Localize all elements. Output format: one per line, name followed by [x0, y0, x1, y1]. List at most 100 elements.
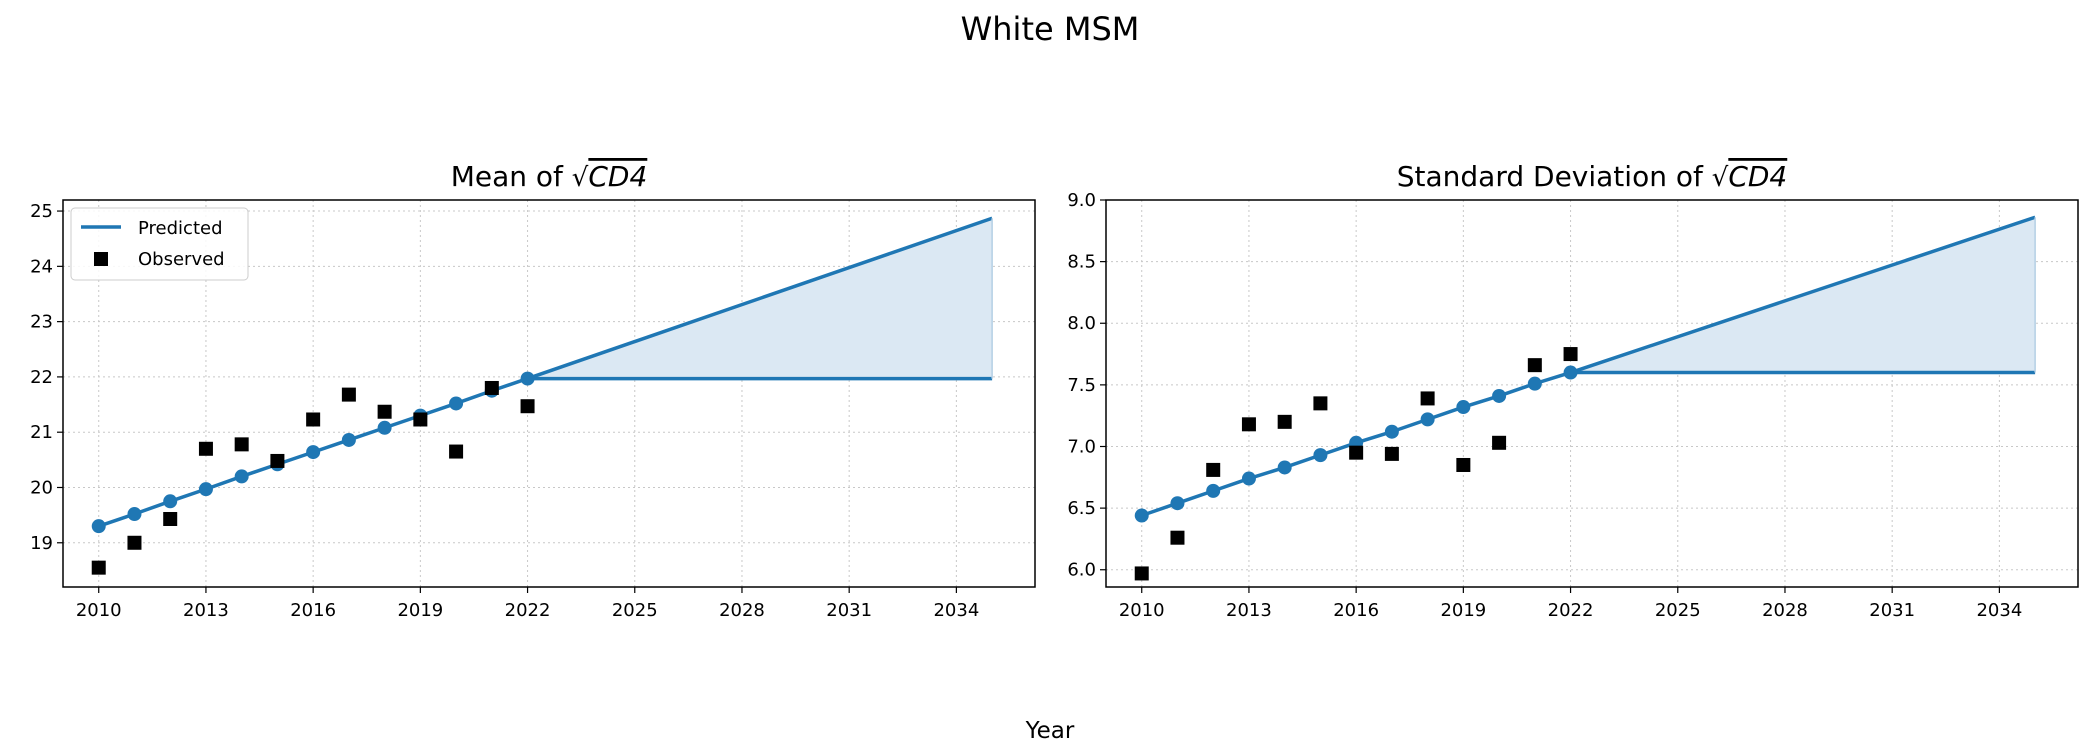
- observed-point: [270, 453, 285, 468]
- observed-point: [449, 444, 464, 459]
- x-tick-label: 2022: [1548, 600, 1594, 621]
- observed-point: [1206, 462, 1221, 477]
- axes-frame: [62, 199, 1036, 588]
- observed-point: [163, 511, 178, 526]
- y-tick-label: 7.0: [1067, 436, 1096, 457]
- observed-point: [1277, 414, 1292, 429]
- predicted-point: [1134, 508, 1149, 523]
- y-tick-label: 19: [30, 533, 53, 554]
- predicted-point: [1420, 412, 1435, 427]
- predicted-point: [520, 371, 535, 386]
- x-tick-label: 2016: [290, 600, 336, 621]
- observed-point: [1134, 566, 1149, 581]
- x-tick-label: 2019: [397, 600, 443, 621]
- chart-title: Standard Deviation of √CD4: [1397, 160, 1788, 193]
- x-tick-label: 2028: [1762, 600, 1808, 621]
- predicted-point: [1527, 376, 1542, 391]
- observed-point: [91, 560, 106, 575]
- observed-point: [1241, 417, 1256, 432]
- predicted-point: [306, 445, 321, 460]
- figure-title: White MSM: [961, 10, 1140, 48]
- x-tick-label: 2031: [826, 600, 872, 621]
- predicted-point: [1384, 424, 1399, 439]
- observed-point: [520, 399, 535, 414]
- observed-point: [1492, 435, 1507, 450]
- observed-point: [1456, 457, 1471, 472]
- y-tick-label: 8.5: [1067, 252, 1096, 273]
- observed-point: [341, 387, 356, 402]
- x-tick-label: 2010: [1119, 600, 1165, 621]
- legend: Predicted Observed: [70, 207, 249, 281]
- y-tick-label: 20: [30, 477, 53, 498]
- y-tick-label: 21: [30, 422, 53, 443]
- legend-observed-label: Observed: [138, 249, 225, 270]
- observed-point: [377, 404, 392, 419]
- x-tick-label: 2025: [1655, 600, 1701, 621]
- x-tick-label: 2013: [1226, 600, 1272, 621]
- y-tick-label: 22: [30, 367, 53, 388]
- x-tick-label: 2013: [183, 600, 229, 621]
- observed-point: [1170, 530, 1185, 545]
- predicted-point: [449, 396, 464, 411]
- predicted-point: [341, 432, 356, 447]
- x-tick-label: 2016: [1333, 600, 1379, 621]
- predicted-point: [234, 469, 249, 484]
- predicted-point: [127, 507, 142, 522]
- y-tick-label: 9.0: [1067, 190, 1096, 211]
- x-tick-label: 2022: [505, 600, 551, 621]
- chart-title: Mean of √CD4: [451, 160, 648, 193]
- x-tick-label: 2010: [76, 600, 122, 621]
- predicted-point: [198, 482, 213, 497]
- y-tick-label: 24: [30, 256, 53, 277]
- observed-point: [1313, 396, 1328, 411]
- observed-point: [413, 412, 428, 427]
- y-tick-label: 23: [30, 312, 53, 333]
- chart-title-math: CD4: [1728, 160, 1787, 193]
- observed-point: [306, 412, 321, 427]
- predicted-point: [163, 494, 178, 509]
- predicted-point: [1170, 496, 1185, 511]
- observed-point: [198, 441, 213, 456]
- x-tick-label: 2031: [1869, 600, 1915, 621]
- predicted-point: [1456, 400, 1471, 415]
- projection-upper-line: [1570, 215, 2036, 375]
- predicted-point: [1206, 483, 1221, 498]
- sd-chart-panel: Standard Deviation of √CD4 2010 2013 2016 20…: [1067, 160, 2079, 621]
- predicted-point: [91, 519, 106, 534]
- sqrt-symbol: √: [572, 163, 589, 193]
- predicted-point: [377, 420, 392, 435]
- observed-point: [1349, 445, 1364, 460]
- y-tick-label: 6.5: [1067, 498, 1096, 519]
- chart-title-prefix: Mean of: [451, 160, 572, 193]
- x-tick-label: 2028: [719, 600, 765, 621]
- x-tick-label: 2034: [933, 600, 979, 621]
- y-tick-label: 6.0: [1067, 560, 1096, 581]
- predicted-point: [1313, 448, 1328, 463]
- x-tick-label: 2019: [1440, 600, 1486, 621]
- observed-point: [1527, 358, 1542, 373]
- y-tick-label: 7.5: [1067, 375, 1096, 396]
- legend-predicted-label: Predicted: [138, 218, 223, 239]
- chart-title-prefix: Standard Deviation of: [1397, 160, 1712, 193]
- y-tick-label: 8.0: [1067, 313, 1096, 334]
- axes-frame: [1105, 199, 2079, 588]
- y-tick-label: 25: [30, 201, 53, 222]
- legend-observed-swatch: [94, 252, 108, 266]
- predicted-point: [1563, 365, 1578, 380]
- sqrt-symbol: √: [1712, 163, 1729, 193]
- observed-point: [1420, 391, 1435, 406]
- predicted-point: [1277, 460, 1292, 475]
- chart-title-math: CD4: [588, 160, 647, 193]
- observed-point: [127, 535, 142, 550]
- predicted-point: [1241, 471, 1256, 486]
- predicted-point: [1492, 388, 1507, 403]
- observed-point: [234, 437, 249, 452]
- observed-point: [1384, 446, 1399, 461]
- x-axis-label: Year: [1025, 718, 1075, 744]
- observed-point: [484, 380, 499, 395]
- projection-upper-line: [526, 216, 993, 381]
- observed-point: [1563, 347, 1578, 362]
- x-tick-label: 2034: [1976, 600, 2022, 621]
